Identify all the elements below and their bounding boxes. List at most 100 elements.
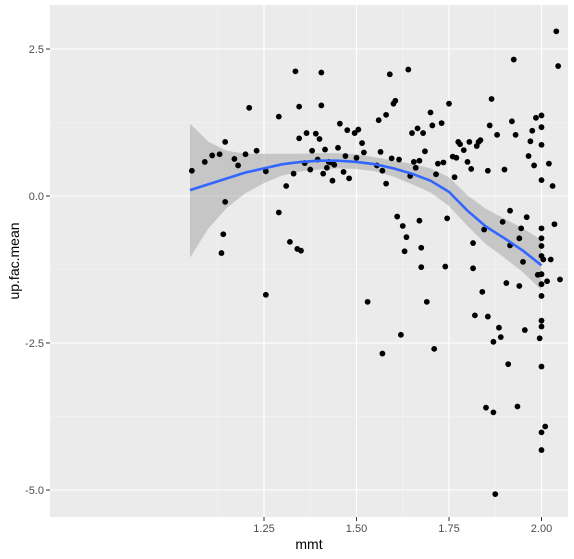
data-point (353, 154, 360, 161)
data-point (431, 345, 438, 352)
data-point (538, 447, 545, 453)
data-point (429, 122, 436, 129)
data-point (355, 126, 362, 133)
data-point (222, 139, 229, 145)
data-point (262, 168, 269, 175)
data-point (451, 174, 458, 181)
data-point (331, 161, 338, 168)
data-point (359, 140, 365, 146)
data-point (505, 361, 512, 368)
data-point (442, 263, 449, 270)
data-point (553, 28, 560, 35)
data-point (444, 215, 451, 222)
data-point (188, 167, 195, 174)
data-points-layer (188, 28, 563, 498)
data-point (346, 175, 352, 182)
data-point (262, 291, 269, 298)
data-point (201, 158, 208, 165)
data-point (235, 162, 242, 169)
data-point (320, 170, 327, 177)
y-tick-label: 0.0 (29, 191, 44, 203)
data-point (316, 136, 323, 142)
data-point (464, 158, 471, 165)
y-axis-ticks: 2.5 0.0 -2.5 -5.0 (25, 44, 50, 497)
data-point (416, 217, 423, 224)
data-point (422, 148, 428, 155)
data-point (220, 231, 227, 238)
data-point (538, 317, 545, 324)
data-point (538, 293, 545, 299)
x-tick-label: 1.50 (346, 523, 367, 535)
data-point (446, 100, 452, 107)
data-point (396, 156, 402, 163)
data-point (361, 149, 367, 156)
x-axis-ticks: 1.25 1.50 1.75 2.00 (253, 517, 552, 535)
data-point (510, 56, 517, 63)
data-point (460, 147, 467, 154)
data-point (427, 109, 434, 116)
data-point (538, 243, 545, 249)
data-point (527, 138, 534, 145)
data-point (538, 141, 545, 148)
data-point (375, 117, 382, 124)
data-point (231, 156, 238, 162)
data-point (242, 151, 249, 158)
data-point (538, 235, 545, 242)
data-point (533, 114, 539, 121)
data-point (438, 120, 445, 126)
data-point (547, 256, 554, 263)
y-tick-label: -5.0 (25, 485, 44, 497)
data-point (538, 225, 545, 232)
data-point (410, 158, 417, 165)
data-point (275, 209, 282, 216)
data-point (538, 323, 545, 330)
data-point (342, 153, 349, 159)
data-point (296, 103, 303, 110)
data-point (307, 166, 314, 173)
data-point (253, 147, 260, 154)
data-point (209, 152, 216, 159)
data-point (318, 69, 325, 76)
data-point (344, 127, 351, 134)
data-point (340, 168, 347, 175)
data-point (420, 130, 426, 136)
data-point (401, 248, 408, 255)
data-point (399, 223, 406, 229)
x-tick-label: 2.00 (531, 523, 552, 535)
data-point (287, 238, 293, 245)
data-point (394, 213, 401, 220)
data-point (377, 149, 384, 155)
data-point (479, 288, 486, 295)
y-tick-label: -2.5 (25, 338, 44, 350)
data-point (520, 258, 526, 265)
data-point (499, 218, 506, 225)
data-point (501, 166, 508, 173)
plot-panel (50, 5, 568, 517)
data-point (538, 271, 545, 278)
data-point (470, 240, 476, 246)
data-point (336, 120, 343, 127)
data-point (379, 350, 386, 357)
data-point (538, 429, 545, 436)
data-point (409, 130, 415, 136)
data-point (303, 130, 310, 136)
data-point (351, 130, 358, 136)
data-point (414, 125, 421, 132)
x-tick-label: 1.25 (253, 523, 274, 535)
data-point (538, 112, 545, 119)
data-point (312, 130, 319, 137)
data-point (516, 283, 523, 289)
data-point (538, 253, 545, 259)
data-point (497, 334, 504, 341)
data-point (216, 151, 223, 158)
data-point (492, 491, 499, 498)
grid-major-lines (50, 5, 568, 517)
data-point (481, 226, 488, 233)
data-point (555, 63, 562, 69)
data-point (549, 183, 556, 189)
data-point (418, 264, 425, 271)
data-point (218, 250, 225, 256)
data-point (457, 141, 463, 148)
data-point (538, 177, 545, 184)
